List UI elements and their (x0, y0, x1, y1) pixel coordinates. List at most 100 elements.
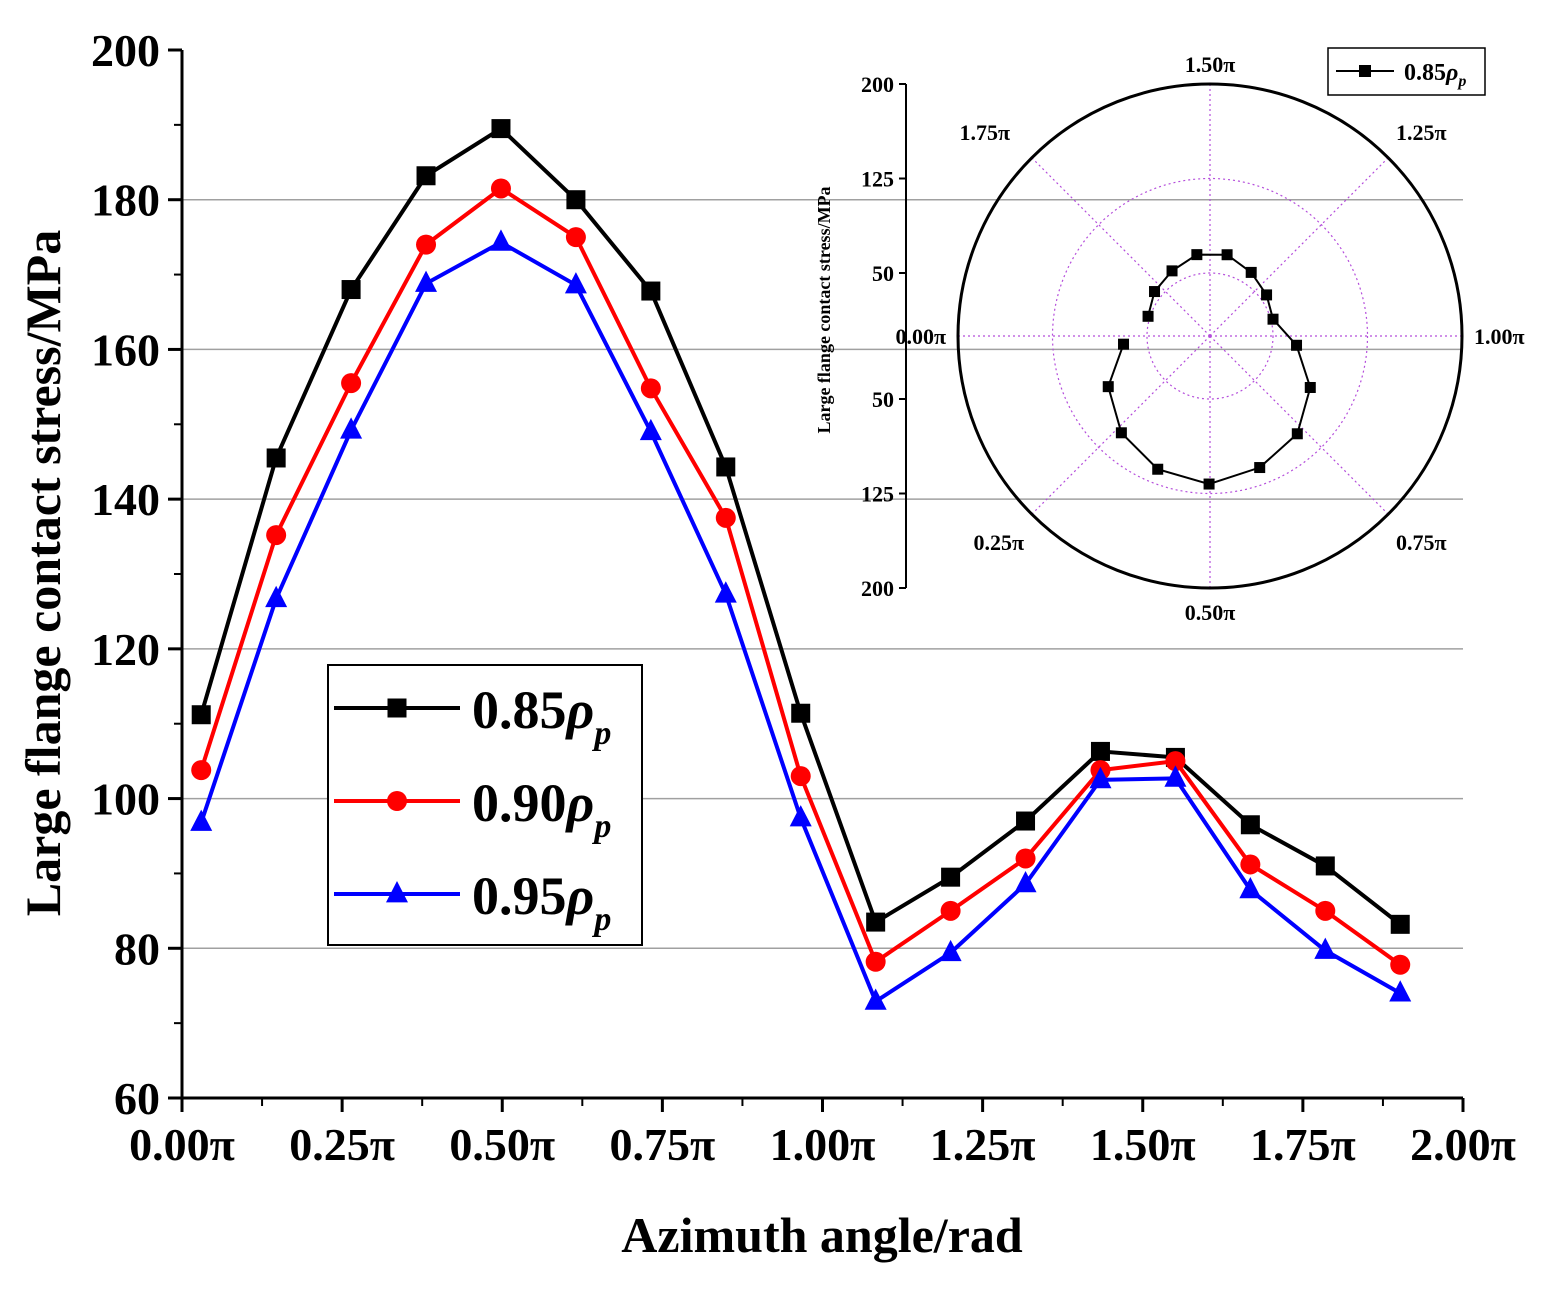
polar-data-point (1254, 462, 1266, 474)
polar-angle-label: 1.25π (1396, 120, 1447, 145)
polar-grid-circle (1051, 177, 1369, 495)
polar-radial-tick-label: 200 (861, 576, 894, 601)
legend-marker (386, 881, 408, 903)
x-tick-label: 1.50π (1090, 1119, 1196, 1170)
data-point (1240, 854, 1261, 875)
polar-data-point (1115, 427, 1127, 439)
data-point (1390, 954, 1411, 975)
data-point (941, 867, 961, 887)
data-point (1314, 937, 1337, 959)
main-legend-items: 0.85ρp 0.90ρp 0.95ρp (334, 680, 611, 938)
y-tick-label: 100 (91, 774, 160, 825)
data-point (939, 939, 962, 962)
data-point (865, 951, 886, 972)
data-point (1165, 751, 1186, 772)
data-point (1390, 914, 1410, 934)
data-point (1164, 765, 1187, 787)
legend-marker (387, 791, 407, 811)
data-point (190, 809, 213, 831)
data-point (714, 581, 737, 603)
polar-data-point (1152, 463, 1164, 475)
x-tick-label: 1.25π (930, 1119, 1036, 1170)
main-series (190, 119, 1412, 1010)
data-point (639, 418, 662, 441)
data-point (266, 448, 286, 468)
data-point (265, 585, 288, 608)
polar-data-point (1291, 339, 1303, 351)
data-point (866, 912, 886, 932)
y-axis-title: Large flange contact stress/MPa (15, 230, 71, 916)
polar-data-point (1304, 381, 1316, 393)
polar-radial-tick-label: 200 (861, 72, 894, 97)
main-legend: 0.85ρp 0.90ρp 0.95ρp (327, 664, 643, 946)
data-point (564, 272, 587, 294)
polar-angle-label: 0.75π (1396, 530, 1447, 555)
polar-angle-label: 1.00π (1474, 324, 1525, 349)
polar-data-point (1245, 266, 1257, 278)
legend-marker (387, 698, 407, 718)
data-point (1014, 870, 1037, 893)
legend-label: 0.95ρp (472, 866, 611, 938)
polar-data-point (1291, 428, 1303, 440)
polar-data-point (1118, 338, 1130, 350)
data-point (640, 378, 661, 399)
polar-series (1102, 249, 1316, 490)
data-point (641, 281, 661, 301)
polar-data-point (1191, 249, 1203, 261)
data-point (790, 766, 811, 787)
polar-radial-tick-label: 50 (872, 387, 894, 412)
polar-y-axis-title: Large flange contact stress/MPa (814, 186, 834, 433)
main-plot: 60 80 100 120 140 160 180 200 0.00π 0.25π 0.50π 0.7… (15, 25, 1516, 1263)
polar-angle-label: 1.75π (959, 120, 1010, 145)
data-point (1239, 876, 1262, 899)
main-legend-box (327, 664, 643, 946)
data-point (416, 166, 436, 186)
polar-labels: 200 125 50 50 125 200 1.50π 0.50π 0.00π 1.00π 1.75… (861, 52, 1525, 625)
polar-angle-label: 0.50π (1185, 600, 1236, 625)
polar-grid-spoke (1209, 157, 1389, 337)
data-point (566, 190, 586, 210)
data-point (864, 988, 887, 1010)
data-point (940, 900, 961, 921)
data-point (715, 507, 736, 528)
polar-data-point (1267, 313, 1279, 325)
polar-data-point (1221, 249, 1233, 261)
x-tick-label: 0.75π (610, 1119, 716, 1170)
x-tick-label: 0.50π (449, 1119, 555, 1170)
data-point (716, 457, 736, 477)
data-point (341, 373, 362, 394)
polar-data-point (1142, 310, 1154, 322)
polar-data-point (1102, 381, 1114, 393)
data-point (191, 760, 212, 781)
data-point (191, 705, 211, 725)
data-point (1090, 741, 1110, 761)
y-tick-label: 80 (114, 923, 160, 974)
y-tick-label: 180 (91, 175, 160, 226)
polar-data-point (1203, 478, 1215, 490)
polar-radial-tick-label: 50 (872, 261, 894, 286)
data-point (565, 227, 586, 248)
polar-grid-spoke (1031, 335, 1211, 515)
data-point (1240, 815, 1260, 835)
polar-grid-spoke (1031, 157, 1211, 337)
x-tick-label: 2.00π (1410, 1119, 1516, 1170)
polar-radial-tick-label: 125 (861, 167, 894, 192)
polar-outer-circle (956, 82, 1464, 590)
data-point (1016, 811, 1036, 831)
polar-data-point (1166, 265, 1178, 277)
polar-data-point (1261, 289, 1273, 301)
y-tick-label: 140 (91, 474, 160, 525)
data-point (1315, 856, 1335, 876)
data-point (340, 417, 363, 439)
polar-legend: 0.85ρp (1327, 47, 1486, 96)
legend-item: 0.85ρp (334, 680, 611, 752)
x-tick-label: 0.25π (289, 1119, 395, 1170)
series-0.90 (191, 178, 1411, 975)
series-0.85 (191, 119, 1410, 934)
data-point (489, 229, 512, 251)
polar-radial-tick-label: 125 (861, 482, 894, 507)
data-point (416, 234, 437, 255)
y-tick-label: 200 (91, 25, 160, 76)
polar-angle-label: 0.00π (895, 324, 946, 349)
